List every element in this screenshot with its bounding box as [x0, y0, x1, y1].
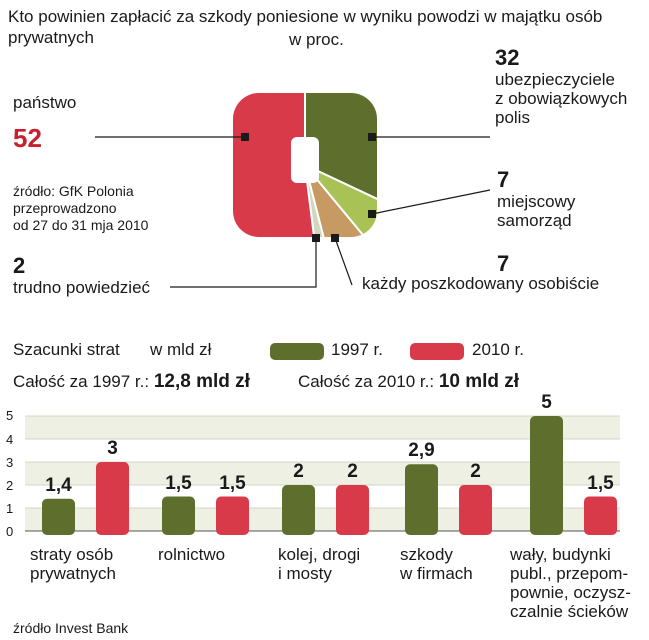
slice-value-kazdy: 7 — [497, 251, 510, 276]
ytick-4: 4 — [6, 432, 14, 447]
bar-unit: w mld zł — [150, 340, 212, 359]
bar-1997r-1 — [162, 496, 195, 535]
bar-2010r-0 — [96, 462, 129, 535]
slice-value-panstwo: 52 — [13, 123, 42, 153]
leader-line — [334, 237, 353, 286]
grid-band — [25, 462, 620, 485]
bar-value-label: 2 — [293, 461, 304, 482]
leader-line — [371, 189, 491, 215]
bar-value-label: 2 — [470, 461, 481, 482]
bar-1997r-3 — [405, 464, 438, 535]
slice-value-samorzad: 7 — [497, 167, 510, 192]
bar-value-label: 2,9 — [408, 440, 435, 462]
pie-slice — [304, 93, 377, 237]
leader-line — [170, 238, 317, 288]
grid-band — [25, 416, 620, 439]
slice-value-trudno: 2 — [13, 253, 26, 278]
category-label-firmy: szkody w firmach — [400, 545, 473, 583]
legend-label-1997: 1997 r. — [331, 340, 383, 359]
legend-swatch-1997 — [270, 343, 324, 360]
bar-title: Szacunki strat — [13, 340, 120, 359]
ytick-0: 0 — [6, 524, 14, 539]
ytick-1: 1 — [6, 501, 14, 516]
category-label-rolnictwo: rolnictwo — [158, 545, 226, 564]
bar-2010r-3 — [459, 485, 492, 535]
ytick-5: 5 — [6, 408, 14, 423]
leader-marker — [312, 234, 320, 242]
slice-label-samorzad: miejscowy samorząd — [497, 192, 576, 230]
pie-source: źródło: GfK Polonia przeprowadzono od 27… — [13, 183, 149, 233]
bar-value-label: 2 — [347, 461, 358, 482]
pie-slice — [304, 164, 377, 237]
pie-title: Kto powinien zapłacić za szkody poniesio… — [8, 6, 648, 48]
slice-label-ubezpieczyciele: ubezpieczyciele z obowiązkowych polis — [495, 70, 628, 127]
total-2010-value: 10 mld zł — [438, 371, 520, 392]
bar-value-label: 1,5 — [219, 472, 246, 494]
bar-value-label: 1,4 — [45, 474, 72, 496]
bar-source: źródło Invest Bank — [13, 620, 129, 636]
bar-1997r-0 — [42, 498, 75, 535]
slice-label-kazdy: każdy poszkodowany osobiście — [362, 274, 600, 293]
category-label-prywatne: straty osób prywatnych — [30, 545, 116, 583]
bar-value-label: 1,5 — [165, 472, 192, 494]
pie-unit: w proc. — [289, 30, 344, 49]
legend-swatch-2010 — [410, 343, 464, 360]
leader-marker — [331, 234, 339, 242]
total-2010-prefix: Całość za 2010 r.: — [298, 372, 435, 391]
pie-slice — [304, 164, 356, 237]
slice-label-trudno: trudno powiedzieć — [13, 278, 151, 297]
slice-label-panstwo: państwo — [13, 93, 77, 112]
bar-value-label: 1,5 — [587, 472, 614, 494]
bar-2010r-4 — [584, 496, 617, 535]
bar-1997r-4 — [530, 416, 563, 535]
bar-2010r-1 — [216, 496, 249, 535]
leader-marker — [368, 133, 376, 141]
legend-label-2010: 2010 r. — [472, 340, 524, 359]
total-1997-prefix: Całość za 1997 r.: — [13, 372, 150, 391]
total-1997-value: 12,8 mld zł — [153, 371, 250, 392]
leader-marker — [241, 133, 249, 141]
grid-band — [25, 439, 620, 462]
bar-chart — [25, 415, 620, 535]
pie-hole — [291, 137, 319, 183]
pie-chart — [95, 93, 491, 288]
total-1997: Całość za 1997 r.: 12,8 mld zł — [13, 372, 250, 392]
bar-value-label: 3 — [107, 438, 118, 459]
leader-marker — [368, 210, 376, 218]
slice-value-ubezpieczyciele: 32 — [495, 45, 520, 70]
category-label-kolej: kolej, drogi i mosty — [278, 545, 361, 583]
pie-title-text: Kto powinien zapłacić za szkody poniesio… — [8, 7, 603, 47]
bar-value-label: 5 — [541, 392, 552, 413]
ytick-2: 2 — [6, 478, 14, 493]
ytick-3: 3 — [6, 455, 14, 470]
category-label-waly: wały, budynki publ., przepom- pownie, oc… — [510, 545, 631, 621]
total-2010: Całość za 2010 r.: 10 mld zł — [298, 372, 519, 392]
bar-2010r-2 — [336, 485, 369, 535]
pie-slice — [304, 164, 377, 237]
bar-1997r-2 — [282, 485, 315, 535]
